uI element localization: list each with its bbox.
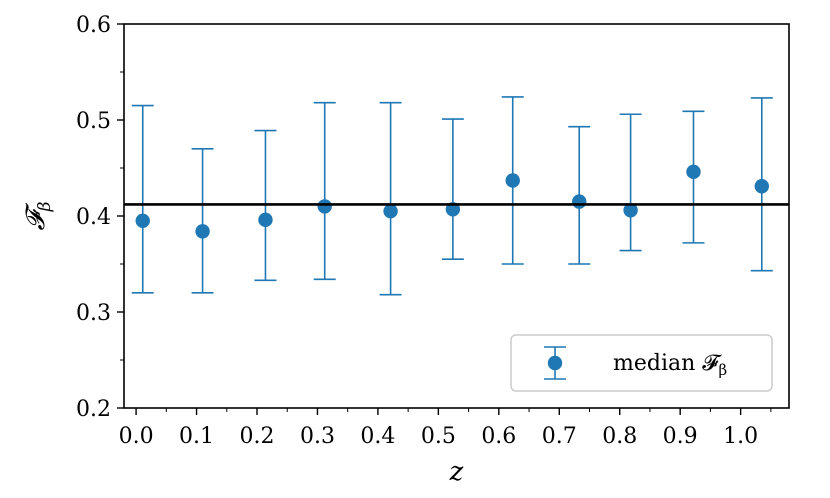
- data-point: [568, 125, 591, 265]
- data-point: [131, 104, 154, 294]
- data-point: [682, 110, 705, 244]
- median-marker: [258, 212, 273, 228]
- x-tick-label: 0.9: [663, 424, 698, 449]
- legend-label-subscript: β: [719, 361, 728, 379]
- y-tick-label: 0.3: [76, 301, 111, 326]
- median-marker: [505, 173, 520, 188]
- x-tick-label: 0.8: [602, 424, 637, 449]
- legend: median 𝓕β: [510, 334, 773, 392]
- legend-label-main: median 𝓕: [613, 351, 722, 376]
- median-marker: [135, 213, 150, 228]
- median-marker: [383, 204, 398, 219]
- y-axis-label: 𝓕β: [21, 201, 55, 230]
- x-tick-label: 0.0: [119, 424, 154, 449]
- y-axis-label-subscript: β: [35, 201, 55, 212]
- x-tick-label: 0.6: [481, 424, 516, 449]
- y-tick-label: 0.6: [76, 13, 111, 38]
- x-axis-label: z: [449, 457, 464, 487]
- x-tick-label: 0.7: [542, 424, 577, 449]
- x-axis: 0.0 0.1 0.2 0.3 0.4 0.5 0.6 0.7 0.8 0.9 1.0: [119, 408, 772, 449]
- y-tick-label: 0.2: [76, 397, 111, 422]
- legend-marker-dot: [547, 355, 563, 371]
- x-tick-label: 0.2: [240, 424, 275, 449]
- data-point: [313, 101, 336, 281]
- plot-content: [131, 96, 773, 296]
- median-marker: [195, 224, 210, 239]
- x-tick-label: 0.4: [360, 424, 395, 449]
- median-marker: [572, 194, 587, 209]
- median-marker: [317, 199, 332, 214]
- legend-marker: [544, 346, 566, 380]
- x-tick-label: 0.1: [179, 424, 214, 449]
- data-point: [750, 97, 773, 272]
- median-marker: [754, 179, 769, 194]
- median-marker: [623, 203, 638, 218]
- legend-label: median 𝓕β: [613, 351, 727, 379]
- data-point: [379, 101, 402, 296]
- x-tick-label: 0.5: [421, 424, 456, 449]
- data-point: [441, 118, 464, 261]
- data-point: [619, 113, 642, 252]
- data-point: [191, 148, 214, 294]
- y-tick-label: 0.4: [76, 205, 111, 230]
- y-tick-label: 0.5: [76, 109, 111, 134]
- median-marker: [686, 164, 701, 180]
- data-point: [501, 96, 524, 265]
- y-axis: 0.2 0.3 0.4 0.5 0.6: [76, 13, 124, 422]
- x-tick-label: 1.0: [723, 424, 758, 449]
- x-tick-label: 0.3: [300, 424, 335, 449]
- legend-box: [510, 334, 773, 392]
